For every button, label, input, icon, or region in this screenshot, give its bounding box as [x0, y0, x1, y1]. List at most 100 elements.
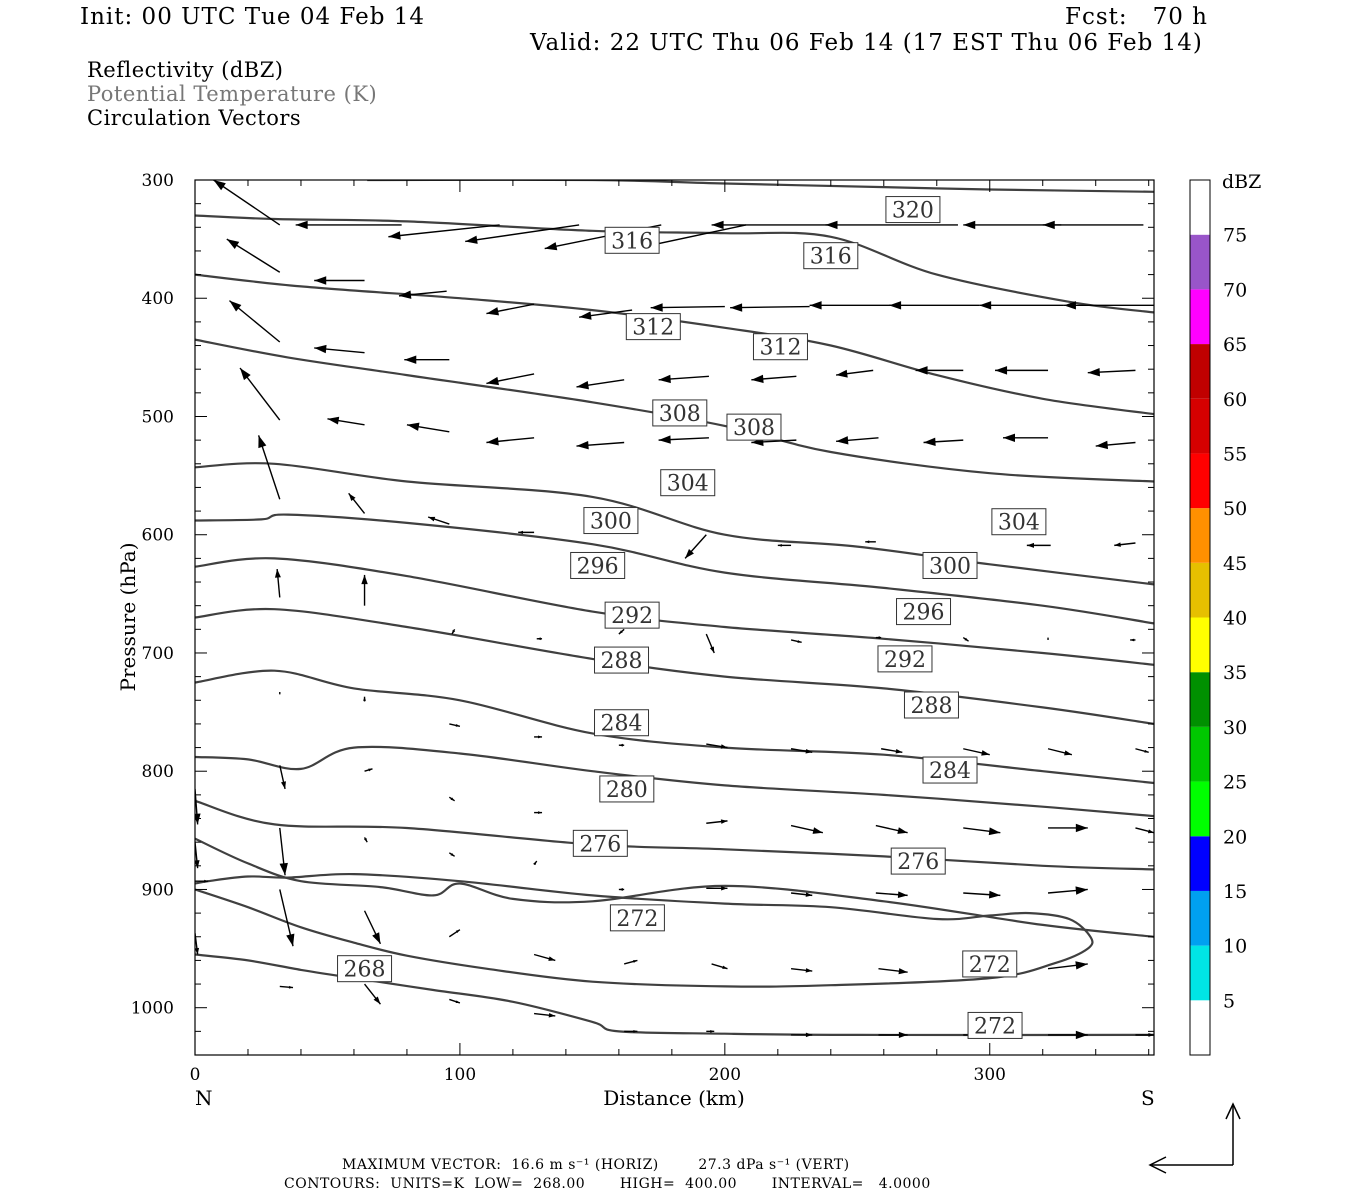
- vector-0: [213, 180, 281, 226]
- contour-label-25: 272: [967, 1011, 1023, 1039]
- contour-labels: 320 316 316 312 312 308 308 304 304 300 300 296 296 2…: [337, 196, 1047, 1039]
- vector-103: [1047, 961, 1088, 970]
- colorbar-tick-label: 40: [1223, 608, 1247, 630]
- contour-label-box: [599, 775, 655, 803]
- vector-head: [898, 1031, 908, 1038]
- contour-label-text: 320: [892, 199, 934, 224]
- vector-head: [538, 735, 543, 739]
- vector-head: [486, 376, 499, 386]
- vector-head: [465, 235, 478, 244]
- vector-head: [751, 374, 764, 384]
- colorbar-segment: [1190, 180, 1210, 235]
- contour-label-box: [877, 645, 933, 673]
- vector-57: [705, 633, 715, 654]
- vector-45: [427, 516, 450, 525]
- legend-vectors: Circulation Vectors: [87, 106, 302, 130]
- vector-head: [548, 1013, 556, 1018]
- contour-label-text: 308: [733, 416, 775, 441]
- contour-label-box: [652, 399, 708, 427]
- contour-label-0: 320: [885, 196, 941, 224]
- contour-label-box: [594, 646, 650, 674]
- contour-label-6: 308: [726, 413, 782, 441]
- contour-label-box: [604, 226, 660, 254]
- contour-label-box: [962, 950, 1018, 978]
- vector-head: [368, 768, 373, 772]
- vector-86: [448, 852, 456, 857]
- vector-65: [449, 723, 461, 727]
- colorbar-segment: [1190, 726, 1210, 782]
- vector-head: [658, 435, 671, 444]
- vector-34: [406, 422, 450, 433]
- vector-114: [1135, 1032, 1154, 1037]
- contour-label-text: 304: [998, 511, 1040, 536]
- y-tick-label: 600: [142, 526, 174, 546]
- contour-label-box: [752, 333, 808, 361]
- contour-label-box: [572, 829, 628, 857]
- contour-label-text: 300: [929, 554, 971, 579]
- vector-68: [706, 743, 728, 749]
- vector-81: [963, 827, 1001, 836]
- vector-62: [1130, 638, 1136, 642]
- vector-head: [995, 366, 1008, 375]
- north-label: N: [195, 1086, 213, 1110]
- colorbar-tick-label: 25: [1223, 772, 1247, 794]
- vector-head: [709, 646, 715, 653]
- contour-288: [195, 669, 1154, 785]
- contour-label-text: 284: [929, 759, 971, 784]
- vector-head: [721, 886, 728, 891]
- contour-label-box: [726, 413, 782, 441]
- vector-23: [404, 355, 450, 364]
- vector-104: [279, 985, 294, 989]
- vector-head: [797, 640, 802, 643]
- y-tick-label: 800: [142, 762, 174, 782]
- vector-head: [1075, 1030, 1088, 1040]
- contour-label-23: 272: [962, 950, 1018, 978]
- vector-head: [1064, 750, 1072, 756]
- vector-head: [213, 180, 226, 191]
- vector-head: [979, 301, 992, 310]
- forecast-hour: Fcst: 70 h: [1065, 4, 1208, 30]
- x-axis-label: Distance (km): [603, 1086, 745, 1110]
- vector-100: [790, 967, 813, 973]
- contour-label-21: 276: [890, 847, 946, 875]
- vector-head: [280, 781, 286, 789]
- vector-1: [295, 220, 402, 230]
- vector-head: [314, 276, 327, 285]
- contour-label-text: 272: [974, 1014, 1016, 1039]
- vector-115: [195, 788, 201, 825]
- vector-66: [534, 735, 543, 739]
- colorbar-segment: [1190, 453, 1210, 509]
- legend-theta: Potential Temperature (K): [87, 82, 378, 106]
- contour-label-box: [594, 709, 650, 737]
- contour-label-text: 296: [903, 601, 945, 626]
- vector-6: [711, 220, 831, 230]
- vector-92: [963, 890, 1001, 899]
- contour-300: [195, 513, 1154, 625]
- contour-312: [195, 273, 1154, 416]
- vector-27: [751, 374, 797, 384]
- vector-head: [897, 891, 908, 899]
- contour-label-8: 304: [991, 508, 1047, 536]
- vector-head: [295, 220, 308, 230]
- vector-head: [897, 827, 908, 834]
- vector-head: [258, 435, 267, 449]
- legend-reflectivity: Reflectivity (dBZ): [87, 58, 284, 82]
- contour-label-text: 300: [590, 510, 632, 535]
- vector-106: [449, 998, 461, 1004]
- vector-82: [1048, 823, 1088, 833]
- vector-head: [963, 220, 976, 230]
- contour-label-text: 312: [632, 316, 674, 341]
- colorbar-segment: [1190, 398, 1210, 454]
- contour-label-text: 316: [810, 245, 852, 270]
- vector-108: [624, 1029, 638, 1033]
- y-tick-label: 500: [142, 407, 174, 427]
- vector-117: [195, 879, 209, 883]
- contour-label-box: [967, 1011, 1023, 1039]
- vector-47: [684, 534, 707, 559]
- vector-head: [1063, 301, 1076, 310]
- vector-88: [618, 888, 625, 891]
- contour-label-1: 316: [604, 226, 660, 254]
- vector-head: [915, 366, 928, 375]
- vector-shaft: [730, 305, 810, 309]
- contour-label-box: [604, 601, 660, 629]
